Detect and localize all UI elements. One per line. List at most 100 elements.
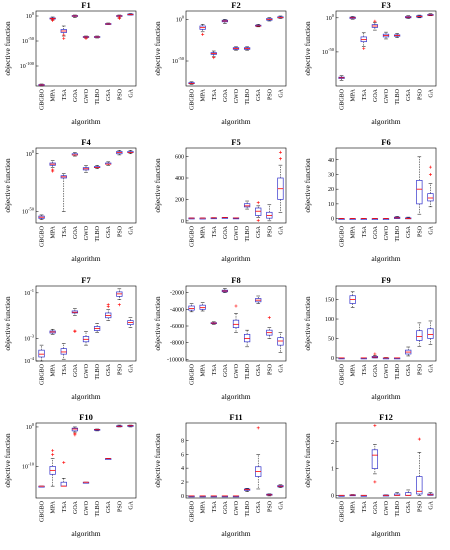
y-tick-label: 50 [328,336,334,342]
box-ga [427,13,434,17]
box-tsa [210,50,217,60]
box-gwo [232,217,240,220]
box-mpa [199,217,206,220]
box-iqr [427,193,434,202]
panel-f8: F8 -2000 -4000 -6000 -8000 -10000 objective fu… [150,275,300,412]
box-tlbo [243,329,251,348]
box-tsa [360,494,367,497]
box-tlbo [93,165,101,170]
y-axis-label: objective function [153,21,162,76]
y-tick-label: 8 [181,438,184,444]
panel-f5: F5 0 200 400 600 objective function GBGBO MPA TS… [150,137,300,274]
box-iqr [427,328,434,339]
x-tick-label: PSO [267,363,273,375]
x-tick-label: GWO [234,225,240,240]
x-axis-label: algorithm [221,392,250,401]
x-tick-label: GBGBO [190,225,196,247]
outlier-marker [373,480,377,484]
box-tlbo [393,33,401,38]
panel-title: F8 [231,275,240,285]
y-tick-label: 10-100 [20,61,35,70]
x-tick-label: TLBO [245,363,251,379]
box-iqr [371,449,379,469]
x-tick-label: GA [278,500,284,509]
boxplot-f9: F9 0 50 100 150 objective function GBGBO MPA TSA… [303,275,437,401]
x-tick-label: GWO [234,363,240,378]
box-mpa [49,328,56,335]
box-gsa [105,161,112,166]
panel-title: F12 [379,412,393,422]
box-ga [427,320,434,345]
box-gwo [82,165,90,173]
x-tick-label: TSA [212,88,218,100]
outlier-marker [278,150,282,154]
x-tick-label: GSA [106,225,112,238]
panel-f9: F9 0 50 100 150 objective function GBGBO MPA TSA… [300,275,450,412]
x-tick-label: MPA [51,500,57,513]
box-gsa [255,24,262,28]
panel-title: F1 [81,0,90,10]
x-tick-label: TLBO [395,363,401,379]
plot-frame [335,147,437,224]
x-tick-label: GWO [384,500,390,515]
box-iqr [277,337,284,346]
outlier-marker [51,453,55,457]
x-tick-label: GSA [106,363,112,376]
box-mpa [199,302,206,312]
panel-title: F11 [229,412,242,422]
box-gbgbo [338,357,345,360]
box-ga [277,484,284,488]
panel-f10: F10 100 10-10 objective function GBGBO MPA TSA… [0,412,150,549]
x-tick-label: PSO [117,500,123,512]
y-tick-label: 30 [328,172,334,178]
x-axis-label: algorithm [71,117,100,126]
box-mpa [49,160,56,173]
x-tick-label: GA [428,225,434,234]
box-mpa [349,218,356,220]
box-gwo [382,357,390,360]
box-iqr [416,180,423,205]
x-tick-label: GBGBO [190,88,196,110]
y-tick-label: 0 [331,356,334,362]
x-tick-label: TSA [362,88,368,100]
outlier-marker [117,16,121,19]
y-tick-label: 400 [175,176,184,182]
x-tick-label: TLBO [95,363,101,379]
x-tick-label: MPA [351,500,357,513]
outlier-marker [117,303,121,307]
outlier-marker [73,329,77,333]
box-gbgbo [338,75,345,81]
box-gwo [232,495,240,498]
boxplot-f5: F5 0 200 400 600 objective function GBGBO MPA TS… [153,137,287,263]
x-tick-label: MPA [201,88,207,101]
box-goa [371,352,379,359]
box-pso [266,17,273,22]
x-axis-label: algorithm [221,529,250,538]
plot-frame [185,285,287,362]
x-tick-label: PSO [417,225,423,237]
y-tick-label: -4000 [170,307,184,313]
box-gsa [255,295,262,304]
boxplot-f3: F3 100 10-50 objective function GBGBO MPA TSA G… [303,0,437,126]
outlier-marker [267,316,271,320]
x-tick-label: GSA [256,500,262,513]
box-gwo [382,494,390,497]
outlier-marker [417,437,421,441]
outlier-marker [62,33,66,37]
panel-title: F10 [79,412,93,422]
y-tick-label: 10-50 [22,36,35,45]
box-gbgbo [38,344,45,362]
box-tlbo [393,492,401,496]
x-tick-label: MPA [51,363,57,376]
box-goa [371,218,379,220]
panel-title: F3 [381,0,390,10]
box-mpa [349,16,356,20]
panel-title: F4 [81,137,91,147]
x-tick-label: GSA [256,363,262,376]
box-pso [266,316,273,339]
box-tsa [360,218,367,220]
y-axis-label: objective function [153,296,162,351]
y-tick-label: 1 [331,467,334,473]
box-gsa [255,201,262,222]
outlier-marker [51,169,55,173]
